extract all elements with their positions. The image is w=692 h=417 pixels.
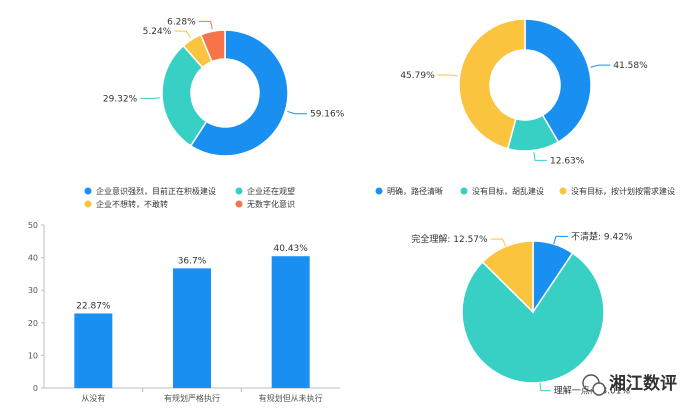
- slice-label: 完全理解: 12.57%: [411, 233, 488, 245]
- watermark: 湘江数评: [582, 373, 677, 396]
- slice-label: 6.28%: [167, 17, 196, 27]
- wechat-icon: [582, 374, 606, 396]
- slice-label: 29.32%: [103, 94, 138, 104]
- leader-line: [590, 64, 611, 68]
- leader-line: [437, 74, 458, 77]
- slice-label: 59.16%: [310, 110, 345, 120]
- legend-marker: [235, 187, 243, 195]
- x-tick-label: 有规划但从未执行: [259, 393, 323, 403]
- legend-marker: [375, 187, 383, 195]
- slice-label: 45.79%: [400, 71, 435, 81]
- slice-label: 41.58%: [613, 61, 648, 71]
- pie-slice: [461, 252, 605, 384]
- leader-line: [174, 30, 191, 39]
- legend-label: 明确，路径清晰: [387, 186, 443, 196]
- pie-slice: [458, 18, 526, 150]
- legend-label: 企业不想转，不敢转: [96, 199, 168, 209]
- leader-line: [490, 238, 507, 247]
- pie-slice: [199, 29, 226, 63]
- legend-marker: [235, 200, 243, 208]
- y-tick-label: 0: [33, 384, 38, 393]
- slice-label: 不清楚: 9.42%: [571, 230, 633, 242]
- legend-label: 企业还在观望: [247, 186, 295, 196]
- donut-chart-1: 59.16% 29.32% 5.24%6.28% 企业意识强烈，目前正在积极建设 企业还…: [84, 17, 345, 209]
- legend-marker: [84, 200, 92, 208]
- legend-label: 没有目标，胡乱建设: [472, 186, 544, 196]
- slice-label: 5.24%: [143, 27, 172, 37]
- bar-value-label: 36.7%: [178, 256, 207, 266]
- legend-label: 企业意识强烈，目前正在积极建设: [96, 186, 216, 196]
- watermark-text: 湘江数评: [609, 373, 677, 394]
- leader-line: [533, 152, 548, 161]
- y-tick-label: 20: [28, 319, 38, 328]
- legend-label: 没有目标，按计划按需求建设: [571, 186, 675, 196]
- pie-chart: 不清楚: 9.42%理解一点: 78.01%完全理解: 12.57%: [411, 230, 633, 396]
- bar: [173, 268, 211, 388]
- x-tick-label: 有规划严格执行: [164, 393, 220, 403]
- legend-label: 无数字化意识: [247, 199, 295, 209]
- leader-line: [198, 20, 213, 30]
- y-tick-label: 40: [28, 254, 38, 263]
- legend-marker: [559, 187, 567, 195]
- legend-marker: [84, 187, 92, 195]
- leader-line: [539, 382, 551, 392]
- donut-chart-2: 41.58% 12.63% 45.79% 明确，路径清晰 没有目标，胡乱建设 没有目标，按…: [375, 18, 675, 196]
- bar-value-label: 40.43%: [274, 244, 309, 254]
- leader-line: [287, 110, 307, 115]
- x-tick-label: 从没有: [81, 393, 105, 403]
- leader-line: [553, 235, 569, 245]
- y-tick-label: 30: [28, 286, 38, 295]
- y-tick-label: 50: [28, 221, 38, 230]
- bar-value-label: 22.87%: [76, 301, 111, 311]
- bar-chart: 0 10 20 30 40 50 22.87% 从没有 36.7% 有规划严格执行 40.43% 有规…: [28, 221, 340, 403]
- pie-slice: [189, 29, 289, 157]
- legend-marker: [460, 187, 468, 195]
- pie-slice: [161, 44, 208, 147]
- leader-line: [140, 97, 161, 99]
- y-tick-label: 10: [28, 351, 38, 360]
- bar: [74, 313, 113, 388]
- pie-slice: [481, 240, 534, 314]
- pie-slice: [524, 18, 592, 144]
- slice-label: 12.63%: [550, 156, 585, 166]
- bar: [271, 256, 310, 388]
